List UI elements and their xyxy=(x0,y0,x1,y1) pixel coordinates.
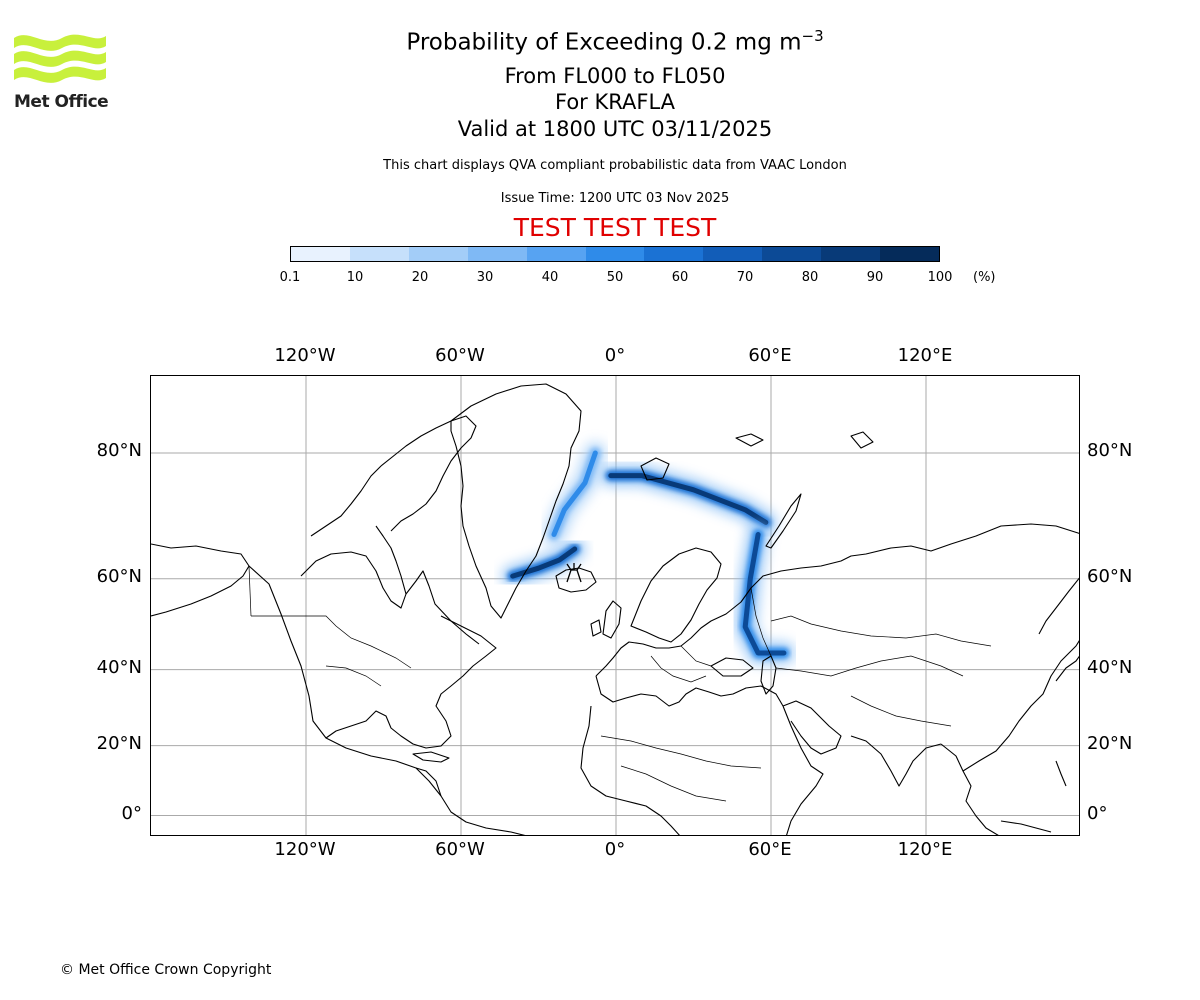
lat-label-right: 20°N xyxy=(1087,732,1133,754)
colorbar-tick-label: 100 xyxy=(927,270,953,285)
colorbar-tick-label: 60 xyxy=(671,270,689,285)
map-canvas xyxy=(151,376,1079,835)
colorbar-tick-label: 80 xyxy=(801,270,819,285)
lat-label-right: 60°N xyxy=(1087,565,1133,587)
copyright: © Met Office Crown Copyright xyxy=(60,962,272,978)
lon-label-top: 60°E xyxy=(748,345,792,366)
colorbar-tick-label: 0.1 xyxy=(279,270,301,285)
kamchatka xyxy=(1038,577,1079,635)
lon-label-top: 120°E xyxy=(897,345,953,366)
severnaya-zemlya xyxy=(850,431,874,449)
africa-coast xyxy=(782,705,824,835)
volcano-marker xyxy=(566,563,582,583)
labrador-coast xyxy=(375,525,407,595)
lat-label-right: 80°N xyxy=(1087,439,1133,461)
valid-time: Valid at 1800 UTC 03/11/2025 xyxy=(457,117,773,141)
greenland-coast xyxy=(450,383,582,619)
ireland xyxy=(590,619,602,637)
lat-label-left: 20°N xyxy=(96,732,142,754)
europe-coast xyxy=(595,523,1079,677)
philippines xyxy=(1055,760,1067,787)
colorbar-swatch xyxy=(762,247,822,261)
level-range: From FL000 to FL050 xyxy=(504,64,726,88)
coastlines xyxy=(151,383,1079,835)
japan xyxy=(1055,655,1079,682)
qva-note: This chart displays QVA compliant probab… xyxy=(383,158,847,173)
north-america-coast xyxy=(248,565,526,835)
lat-label-left: 60°N xyxy=(96,565,142,587)
hudson-bay-coast xyxy=(300,551,480,645)
colorbar-swatch xyxy=(526,247,586,261)
british-isles xyxy=(602,600,622,639)
lon-label-bottom: 0° xyxy=(604,839,626,860)
colorbar-swatch xyxy=(408,247,468,261)
franz-josef-land xyxy=(735,433,764,447)
lat-label-right: 40°N xyxy=(1087,656,1133,678)
india-coast xyxy=(850,735,942,787)
arctic-islands xyxy=(310,415,477,537)
chart-title: Probability of Exceeding 0.2 mg m−3 xyxy=(406,27,824,56)
indonesia xyxy=(1000,820,1052,833)
north-america-coast xyxy=(151,543,250,617)
met-office-waves-icon xyxy=(14,34,106,83)
graticule xyxy=(151,376,1079,835)
issue-time: Issue Time: 1200 UTC 03 Nov 2025 xyxy=(500,191,730,206)
colorbar-tick-label: 10 xyxy=(346,270,364,285)
colorbar-swatch xyxy=(644,247,704,261)
gulf-of-mexico-coast xyxy=(325,615,497,749)
mediterranean-coast xyxy=(595,675,784,707)
arabia-coast xyxy=(782,700,842,755)
colorbar-tick-label: 70 xyxy=(736,270,754,285)
colorbar xyxy=(290,246,940,262)
se-asia-coast xyxy=(940,743,999,835)
lat-label-right: 0° xyxy=(1087,802,1108,824)
test-banner: TEST TEST TEST xyxy=(513,213,717,242)
lat-label-left: 0° xyxy=(121,802,142,824)
china-coast xyxy=(962,640,1079,772)
colorbar-swatch xyxy=(467,247,527,261)
colorbar-swatch xyxy=(821,247,881,261)
plume-core xyxy=(608,473,769,525)
colorbar-tick-label: 50 xyxy=(606,270,624,285)
svalbard xyxy=(640,457,670,481)
lon-label-top: 120°W xyxy=(274,345,336,366)
colorbar-swatch xyxy=(585,247,645,261)
colorbar-swatch xyxy=(880,247,939,261)
lat-label-left: 40°N xyxy=(96,656,142,678)
lon-label-top: 60°W xyxy=(435,345,485,366)
volcano-name: For KRAFLA xyxy=(555,90,675,114)
borders xyxy=(248,565,992,802)
cuba xyxy=(412,751,450,763)
colorbar-tick-label: 90 xyxy=(866,270,884,285)
lon-label-bottom: 120°E xyxy=(897,839,953,860)
colorbar-tick-label: 30 xyxy=(476,270,494,285)
north-america-coast xyxy=(415,767,442,797)
plume-halo xyxy=(599,464,777,534)
black-sea xyxy=(710,657,754,677)
met-office-logo: Met Office xyxy=(14,30,109,112)
colorbar-swatch xyxy=(703,247,763,261)
lat-label-left: 80°N xyxy=(96,439,142,461)
colorbar-swatch xyxy=(291,247,350,261)
lon-label-bottom: 60°E xyxy=(748,839,792,860)
scandinavia-coast xyxy=(630,547,722,643)
plume-core xyxy=(551,450,598,537)
colorbar-tick-label: 40 xyxy=(541,270,559,285)
logo-text: Met Office xyxy=(14,92,109,112)
ash-probability-field xyxy=(501,442,795,664)
novaya-zemlya xyxy=(765,493,802,549)
lon-label-bottom: 120°W xyxy=(274,839,336,860)
colorbar-swatch xyxy=(349,247,409,261)
lon-label-top: 0° xyxy=(604,345,626,366)
map-panel xyxy=(150,375,1080,836)
plume-core xyxy=(742,532,787,656)
lon-label-bottom: 60°W xyxy=(435,839,485,860)
colorbar-unit: (%) xyxy=(973,270,996,285)
africa-coast xyxy=(580,705,680,835)
colorbar-tick-label: 20 xyxy=(411,270,429,285)
iceland-coast xyxy=(555,567,597,593)
